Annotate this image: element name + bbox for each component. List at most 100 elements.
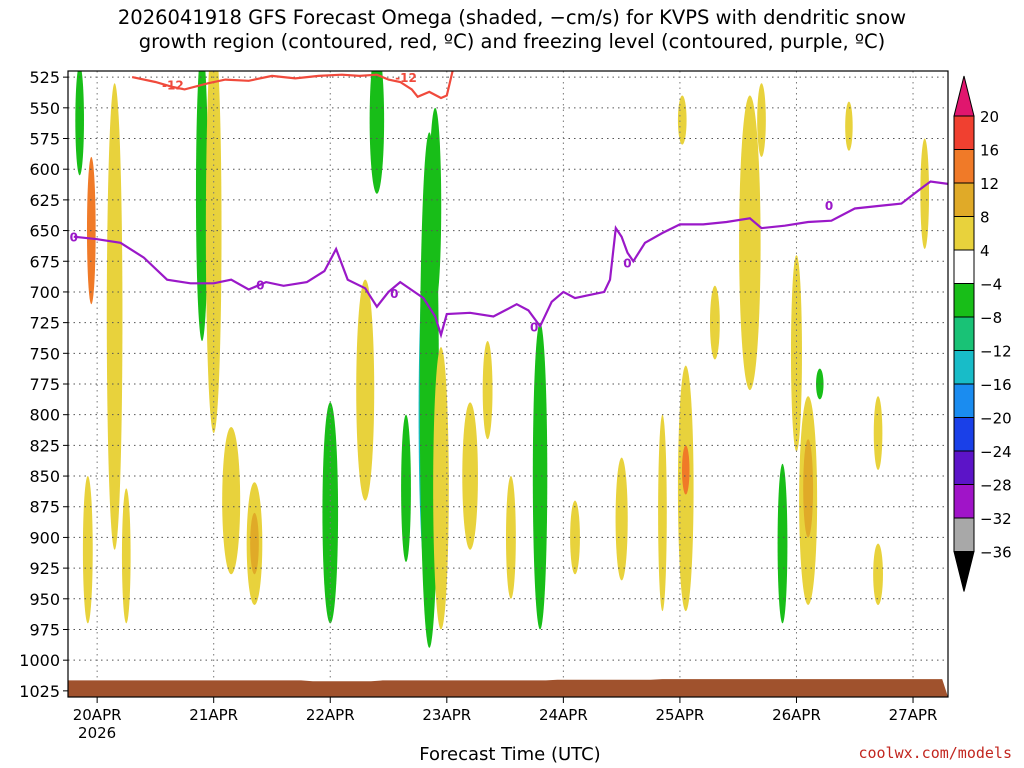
colorbar: 20 16 12 8 4 −4 −8 −12 −16 −20 −24 −28 −32 −36	[953, 75, 1012, 592]
y-tick-label-6: 675	[29, 252, 60, 271]
freezing-level-label-4: 0	[623, 256, 631, 270]
x-tick-label-3: 23APR	[422, 706, 471, 724]
freezing-level-label-2: 0	[390, 287, 398, 301]
chart-title-line-2: growth region (contoured, red, ºC) and f…	[138, 30, 886, 53]
omega-cell-46	[845, 101, 853, 151]
colorbar-segment-12	[953, 484, 975, 519]
terrain-ground	[68, 679, 948, 697]
colorbar-segment-8	[953, 350, 975, 385]
x-tick-label-0: 20APR	[73, 706, 122, 724]
y-tick-label-1: 550	[29, 99, 60, 118]
y-axis: 525 550 575 600 625 650 675 700 725 750 775 800 825 8…	[19, 68, 68, 701]
omega-cell-41	[757, 83, 766, 157]
chart-title-line-1: 2026041918 GFS Forecast Omega (shaded, −…	[117, 6, 907, 29]
x-tick-label-1: 21APR	[189, 706, 238, 724]
colorbar-label-9: −20	[980, 410, 1012, 428]
y-tick-label-8: 725	[29, 314, 60, 333]
colorbar-top-arrow	[953, 75, 975, 117]
colorbar-label-3: 8	[980, 209, 990, 227]
colorbar-label-11: −28	[980, 477, 1012, 495]
grid-lines	[68, 71, 948, 697]
y-tick-label-15: 900	[29, 528, 60, 547]
x-year-label: 2026	[78, 724, 116, 742]
freezing-level-label-1: 0	[256, 279, 264, 293]
omega-cell-28	[369, 71, 385, 194]
x-tick-label-4: 24APR	[539, 706, 588, 724]
y-tick-label-10: 775	[29, 375, 60, 394]
colorbar-segment-1	[953, 115, 975, 150]
colorbar-segment-2	[953, 149, 975, 184]
colorbar-segment-4	[953, 216, 975, 251]
omega-cell-43	[82, 476, 93, 624]
colorbar-label-5: −4	[980, 276, 1002, 294]
omega-cell-38	[873, 396, 883, 470]
y-tick-label-13: 850	[29, 467, 60, 486]
x-tick-label-5: 25APR	[656, 706, 705, 724]
contour-lines: 0 0 0 0 0 0 -12 -12	[70, 71, 948, 339]
omega-cell-35	[709, 285, 720, 360]
colorbar-segment-5	[953, 249, 975, 284]
colorbar-segment-6	[953, 283, 975, 318]
omega-cell-42	[677, 95, 687, 145]
omega-cell-18	[777, 463, 788, 624]
colorbar-label-0: 20	[980, 108, 999, 126]
omega-cell-20	[615, 457, 628, 581]
terrain-fill	[68, 679, 948, 697]
colorbar-label-2: 12	[980, 175, 999, 193]
omega-cell-44	[121, 488, 131, 624]
colorbar-label-10: −24	[980, 443, 1012, 461]
colorbar-segment-13	[953, 517, 975, 552]
dendritic-contour-label-0: -12	[162, 79, 184, 93]
freezing-level-label-0: 0	[70, 231, 78, 245]
y-tick-label-11: 800	[29, 406, 60, 425]
y-tick-label-18: 975	[29, 620, 60, 639]
colorbar-label-1: 16	[980, 142, 999, 160]
x-axis: 20APR 21APR 22APR 23APR 24APR 25APR 26APR 27APR…	[73, 697, 938, 742]
omega-cell-40	[920, 138, 930, 249]
omega-cell-11	[532, 322, 548, 630]
omega-cell-31	[75, 71, 84, 176]
y-tick-label-14: 875	[29, 498, 60, 517]
omega-cell-23	[195, 71, 209, 341]
y-tick-label-16: 925	[29, 559, 60, 578]
y-tick-label-2: 575	[29, 130, 60, 149]
omega-cell-32	[222, 426, 241, 575]
omega-cell-2	[322, 402, 339, 624]
omega-cell-39	[873, 543, 883, 605]
colorbar-label-4: 4	[980, 242, 990, 260]
colorbar-segment-7	[953, 316, 975, 351]
omega-cell-21	[106, 83, 123, 550]
credit-text: coolwx.com/models	[858, 744, 1012, 762]
dendritic-contour-label-1: -12	[395, 71, 417, 85]
colorbar-label-12: −32	[980, 510, 1012, 528]
y-tick-label-4: 625	[29, 191, 60, 210]
freezing-level-line	[73, 180, 948, 339]
omega-cell-13	[250, 512, 259, 575]
y-tick-label-17: 950	[29, 590, 60, 609]
omega-cell-24	[205, 71, 222, 434]
freezing-level-label-5: 0	[825, 199, 833, 213]
x-tick-label-7: 27APR	[889, 706, 938, 724]
omega-cell-45	[658, 414, 667, 612]
colorbar-label-7: −12	[980, 343, 1012, 361]
colorbar-label-13: −36	[980, 544, 1012, 562]
x-tick-label-6: 26APR	[772, 706, 821, 724]
omega-shading	[75, 71, 930, 648]
colorbar-segment-10	[953, 417, 975, 452]
dendritic-contour-line	[131, 71, 454, 100]
omega-cell-25	[356, 279, 375, 501]
omega-cell-37	[816, 368, 824, 400]
y-tick-label-0: 525	[29, 68, 60, 87]
x-tick-label-2: 22APR	[306, 706, 355, 724]
omega-cell-30	[482, 341, 493, 440]
omega-cell-8	[433, 347, 449, 630]
colorbar-label-6: −8	[980, 309, 1002, 327]
freezing-level-label-3: 0	[530, 320, 538, 334]
omega-cell-36	[790, 255, 802, 452]
omega-cell-19	[739, 95, 761, 391]
y-tick-label-7: 700	[29, 283, 60, 302]
colorbar-segment-11	[953, 450, 975, 485]
omega-cell-15	[803, 439, 814, 538]
colorbar-segment-3	[953, 182, 975, 217]
